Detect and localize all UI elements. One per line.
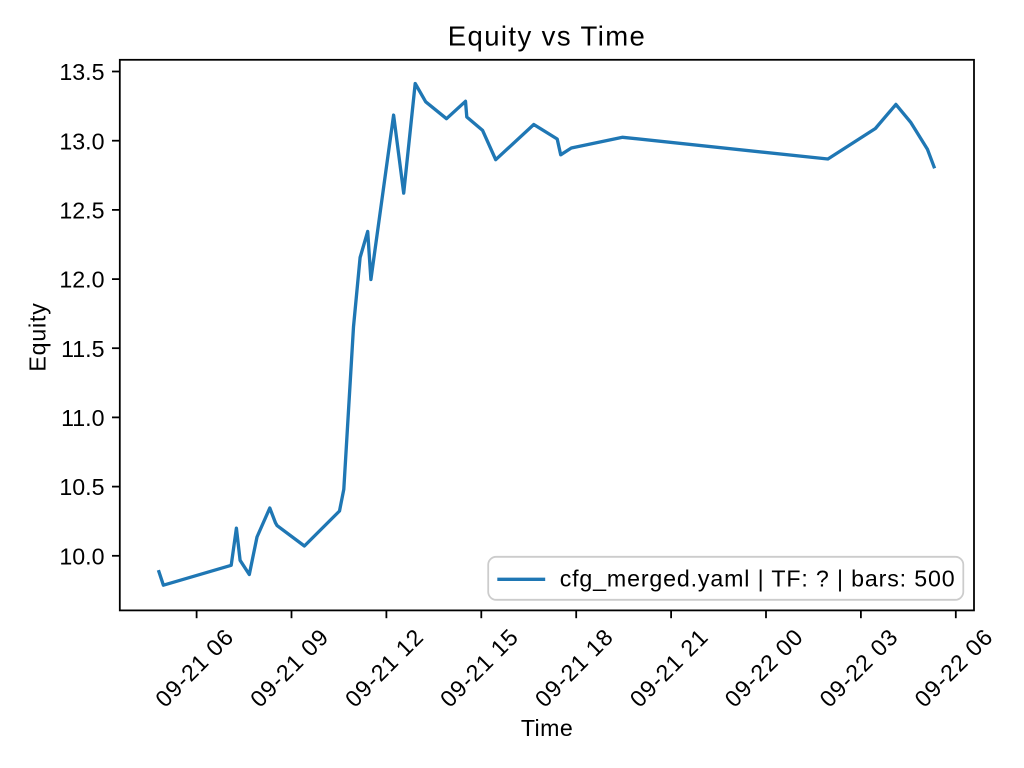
svg-text:10.5: 10.5 — [59, 474, 104, 500]
svg-text:12.0: 12.0 — [59, 267, 104, 293]
svg-text:Equity vs Time: Equity vs Time — [448, 20, 646, 51]
svg-text:10.0: 10.0 — [59, 543, 104, 569]
svg-text:12.5: 12.5 — [59, 198, 104, 224]
svg-text:11.5: 11.5 — [61, 336, 104, 362]
svg-text:13.0: 13.0 — [59, 128, 104, 154]
svg-text:13.5: 13.5 — [59, 59, 104, 85]
svg-text:cfg_merged.yaml | TF: ? | bars: cfg_merged.yaml | TF: ? | bars: 500 — [560, 566, 956, 592]
svg-text:Equity: Equity — [25, 302, 51, 371]
svg-text:11.0: 11.0 — [61, 405, 104, 431]
svg-text:Time: Time — [521, 715, 573, 741]
